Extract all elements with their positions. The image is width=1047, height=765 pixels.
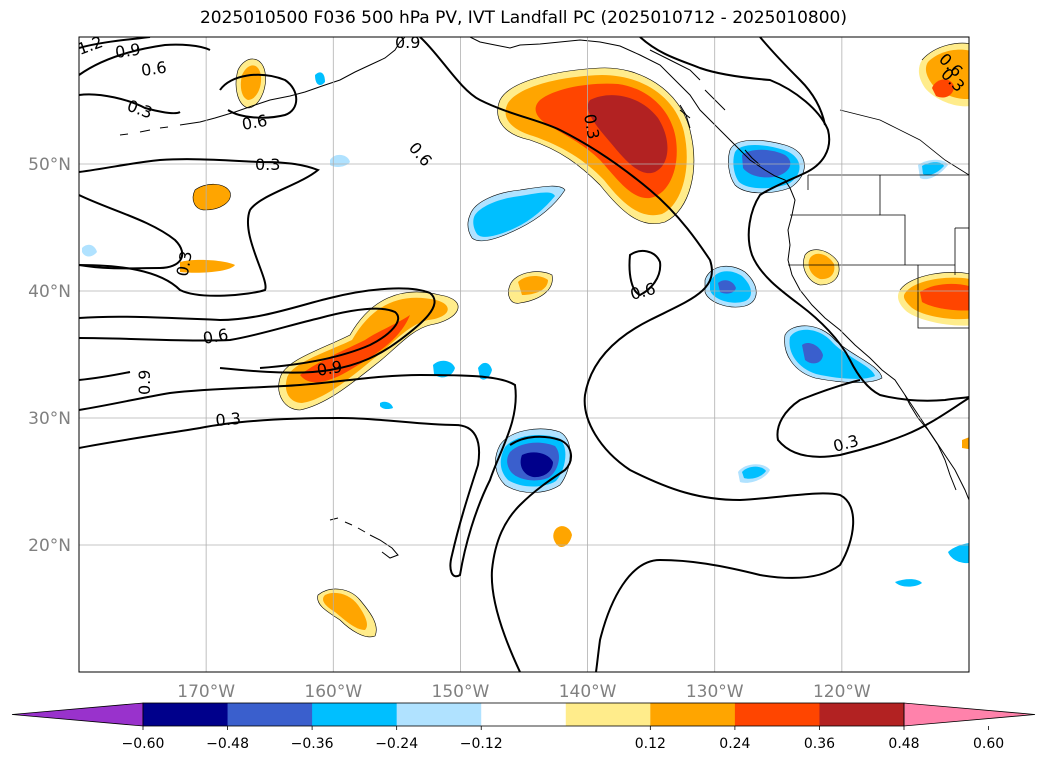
lat-label: 20°N	[28, 536, 71, 556]
colorbar-segment	[734, 703, 820, 726]
contour-label: 0.6	[240, 111, 268, 134]
colorbar-segment	[312, 703, 398, 726]
gridlines	[79, 37, 969, 672]
contour-label: 0.9	[315, 357, 343, 380]
lat-label: 50°N	[28, 155, 71, 175]
colorbar-tick-label: 0.12	[635, 736, 666, 752]
contour-label: 0.9	[135, 370, 154, 395]
contour-label: 0.3	[215, 409, 242, 430]
contour-label: 0.6	[201, 325, 229, 348]
lat-label: 40°N	[28, 282, 71, 302]
colorbar: −0.60 −0.48 −0.36 −0.24 −0.12 0.12 0.24 0.36 0.4…	[11, 702, 1036, 752]
contour-label: 0.9	[395, 33, 420, 52]
lon-label: 150°W	[432, 682, 490, 702]
contour-label: 0.3	[255, 155, 280, 174]
map-frame	[78, 36, 970, 673]
lon-label: 170°W	[177, 682, 235, 702]
colorbar-segment	[819, 703, 905, 726]
coastlines	[119, 37, 969, 559]
colorbar-tick-label: 0.24	[719, 736, 750, 752]
lon-label: 160°W	[304, 682, 362, 702]
colorbar-segment	[650, 703, 736, 726]
colorbar-tick-label: 0.36	[804, 736, 835, 752]
lon-label: 130°W	[686, 682, 744, 702]
lon-label: 140°W	[559, 682, 617, 702]
colorbar-segment	[143, 703, 229, 726]
colorbar-frame	[142, 702, 905, 727]
colorbar-tick-label: −0.48	[206, 736, 249, 752]
colorbar-tick-label: −0.24	[375, 736, 418, 752]
colorbar-extend-min	[11, 702, 144, 727]
map-plot-area: 1.2 0.9 0.6 0.3 0.6 0.3 0.6 0.3 0.9 0.6 …	[79, 33, 969, 672]
shaded-anomalies	[82, 43, 969, 637]
latitude-labels: 50°N 40°N 30°N 20°N	[28, 155, 71, 556]
colorbar-tick-label: 0.48	[888, 736, 919, 752]
colorbar-extend-max	[903, 702, 1036, 727]
contour-label: 0.9	[114, 40, 142, 62]
colorbar-tick-label: −0.12	[460, 736, 503, 752]
colorbar-tick-label: −0.36	[291, 736, 334, 752]
map-title: 2025010500 F036 500 hPa PV, IVT Landfall…	[199, 8, 847, 28]
colorbar-segment	[227, 703, 313, 726]
colorbar-segment	[481, 703, 567, 726]
lat-label: 30°N	[28, 409, 71, 429]
lon-label: 120°W	[813, 682, 871, 702]
contour-label: 0.3	[580, 112, 603, 140]
contour-label: 0.6	[140, 58, 168, 80]
political-borders	[788, 109, 969, 329]
colorbar-tick-label: 0.60	[973, 736, 1004, 752]
colorbar-segment	[396, 703, 482, 726]
contours	[79, 37, 969, 672]
longitude-labels: 170°W 160°W 150°W 140°W 130°W 120°W	[177, 682, 871, 702]
contour-label: 0.3	[173, 250, 196, 278]
colorbar-segment	[565, 703, 651, 726]
colorbar-tick-label: −0.60	[122, 736, 165, 752]
